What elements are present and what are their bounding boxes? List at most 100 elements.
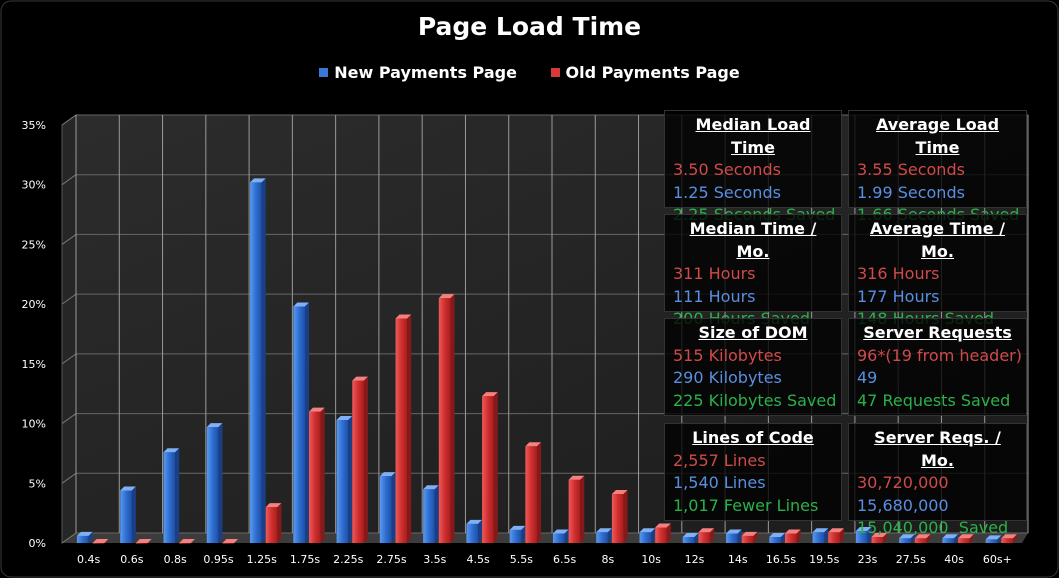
y-gridline-diag (61, 472, 77, 484)
bar-old (525, 442, 542, 543)
bar-old-side (320, 407, 325, 543)
x-tick-label: 27.5s (896, 553, 926, 566)
bar-old (309, 407, 325, 543)
stats-panel-line-new: 177 Hours (857, 286, 940, 306)
bar-old-face (568, 479, 581, 543)
bar-new-side (478, 519, 483, 543)
y-tick-label: 35% (22, 119, 46, 132)
bar-old-top (698, 528, 715, 533)
bar-new (769, 533, 785, 543)
bar-old-side (277, 503, 282, 543)
bar-old-face (92, 543, 105, 544)
x-tick-label: 5.5s (510, 553, 533, 566)
stats-panel: Lines of Code 2,557 Lines 1,540 Lines 1,017… (664, 423, 842, 521)
bar-new (985, 535, 1002, 543)
bar-old-top (222, 539, 239, 543)
bar-old (135, 539, 152, 544)
bar-new-side (305, 302, 309, 543)
x-tick-label: 10s (641, 553, 661, 566)
bar-old (698, 528, 715, 543)
bar-new-side (175, 448, 180, 543)
x-tick-label: 16.5s (766, 553, 796, 566)
bar-new-side (607, 528, 612, 543)
bar-old-top (655, 523, 671, 528)
bar-old-face (352, 380, 364, 543)
stats-panel: Size of DOM 515 Kilobytes 290 Kilobytes 225… (664, 318, 842, 416)
stats-panel-line-old: 3.50 Seconds (673, 160, 781, 179)
bar-new (899, 534, 915, 543)
bar-new-face (163, 452, 176, 543)
bar-old-top (568, 475, 585, 480)
bar-new-side (261, 178, 266, 543)
bar-new (466, 519, 483, 543)
bar-new-side (824, 528, 829, 543)
bar-new-top (76, 531, 93, 536)
bar-new-top (206, 423, 223, 428)
bar-new-face (509, 529, 522, 543)
bar-old (352, 376, 368, 543)
bar-new (682, 533, 699, 543)
bar-old-side (1013, 534, 1018, 543)
bar-old-top (395, 314, 412, 319)
y-gridline-diag (61, 293, 77, 305)
bar-old-side (969, 534, 974, 543)
bar-old (655, 523, 671, 543)
bar-old-side (796, 529, 801, 543)
bar-old-face (958, 538, 970, 543)
bar-new-face (726, 533, 738, 543)
bar-new (509, 525, 526, 543)
bar-new-face (466, 523, 479, 543)
stats-panel-title: Median Time / Mo. (689, 219, 817, 261)
bar-new-top (423, 485, 439, 490)
bar-old (828, 528, 844, 543)
bar-new-side (910, 534, 915, 543)
bar-new-face (812, 532, 825, 543)
bar-new-face (293, 306, 305, 543)
stats-panel-title: Average Time / Mo. (870, 219, 1005, 261)
bar-old-face (698, 532, 711, 543)
x-tick-label: 0.95s (203, 553, 233, 566)
bar-new (942, 534, 959, 543)
x-tick-label: 2.25s (333, 553, 363, 566)
bar-new-top (855, 527, 872, 532)
bar-new-side (348, 415, 353, 543)
legend-label-new: New Payments Page (334, 63, 517, 82)
bar-old-side (580, 475, 585, 543)
bar-new-side (521, 525, 526, 543)
stats-panel-title: Average Load Time (875, 115, 1000, 157)
bar-old (395, 314, 412, 543)
bar-new-face (855, 531, 868, 543)
bar-new-side (867, 527, 872, 543)
stats-panel: Median Load Time 3.50 Seconds 1.25 Seconds… (664, 110, 842, 224)
legend-label-old: Old Payments Page (565, 63, 740, 82)
bar-old (958, 534, 974, 543)
stats-panel-line-new: 15,680,000 (857, 495, 949, 515)
chart-title: Page Load Time (417, 12, 642, 41)
bar-new-side (564, 529, 569, 543)
x-tick-label: 0.6s (120, 553, 143, 566)
bar-new-top (639, 528, 656, 533)
bar-old (741, 531, 758, 543)
stats-panel-title: Size of DOM (698, 323, 808, 342)
stats-panel-line-saved: 47 Requests Saved (857, 390, 1011, 410)
bar-old-top (958, 534, 974, 539)
bar-old (871, 533, 888, 543)
stats-panel-line-old: 30,720,000 (857, 473, 949, 492)
bar-new (423, 485, 439, 543)
bar-old-side (666, 523, 671, 543)
bar-new-top (596, 528, 612, 533)
bar-old (611, 490, 628, 543)
bar-old-top (92, 539, 109, 543)
stats-panel-line-new: 290 Kilobytes (673, 368, 782, 387)
bar-new (76, 531, 93, 543)
x-tick-label: 4.5s (466, 553, 489, 566)
bar-old-face (611, 494, 624, 543)
y-gridline-diag (61, 353, 77, 365)
bar-old-face (265, 507, 278, 543)
bar-old (914, 534, 931, 543)
bar-old (222, 539, 239, 544)
bar-new-face (206, 427, 219, 543)
stats-panel-line-new: 1.25 Seconds (673, 182, 781, 202)
stats-panel: Server Requests 96*(19 from header) 49 47 R… (848, 318, 1027, 416)
y-tick-label: 15% (22, 358, 46, 371)
